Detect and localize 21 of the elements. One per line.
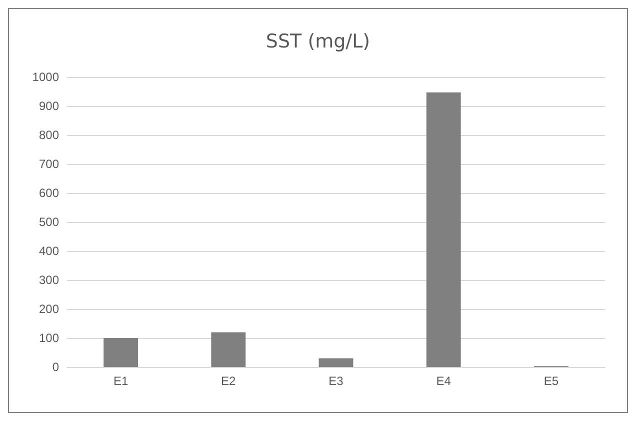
y-tick-label: 700 — [38, 157, 60, 171]
bar — [104, 338, 138, 367]
y-tick-label: 600 — [38, 186, 60, 200]
x-tick-label: E5 — [544, 374, 559, 388]
y-tick-label: 100 — [38, 331, 60, 345]
y-tick-label: 300 — [38, 273, 60, 287]
y-tick-label: 200 — [38, 302, 60, 316]
chart-title: SST (mg/L) — [266, 30, 370, 52]
x-tick-label: E2 — [221, 374, 236, 388]
y-tick-label: 900 — [38, 99, 60, 113]
y-tick-label: 800 — [38, 128, 60, 142]
bar — [318, 358, 354, 367]
x-tick-label: E4 — [436, 374, 452, 388]
y-tick-label: 0 — [52, 360, 60, 374]
x-tick-label: E1 — [113, 374, 128, 388]
x-tick-label: E3 — [328, 374, 344, 388]
y-tick-label: 400 — [38, 244, 60, 258]
y-tick-label: 500 — [38, 215, 60, 229]
bar — [426, 92, 461, 367]
bar — [211, 332, 246, 367]
y-tick-label: 1000 — [32, 70, 60, 84]
